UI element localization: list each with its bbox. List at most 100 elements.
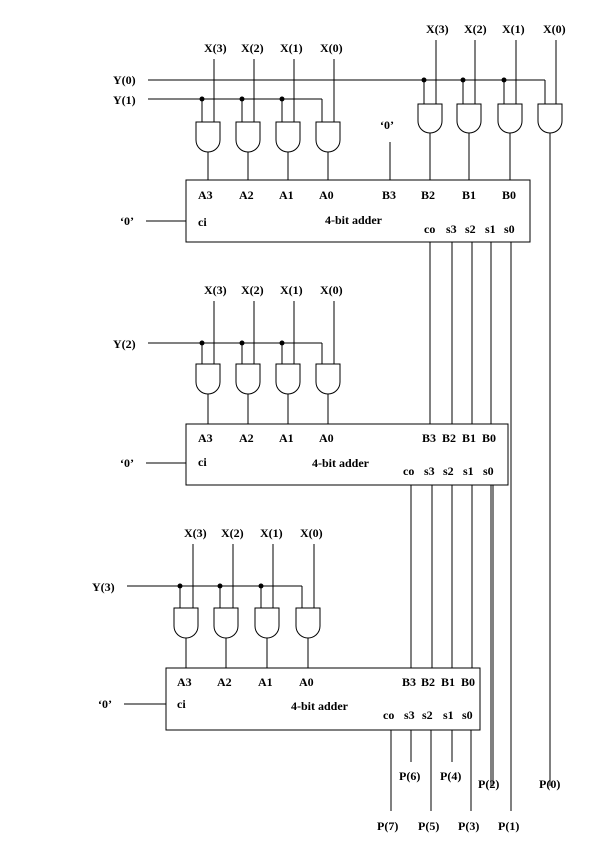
x1-label: X(1) — [260, 526, 283, 540]
p4-label: P(4) — [440, 769, 461, 783]
x0-label: X(0) — [300, 526, 323, 540]
a2-label: A2 — [239, 188, 254, 202]
and-gate — [275, 121, 301, 180]
x0-label: X(0) — [320, 41, 343, 55]
x-wires-stage2 — [213, 301, 335, 364]
and-gate — [315, 363, 341, 424]
a2-label: A2 — [217, 675, 232, 689]
and-gate — [235, 121, 261, 180]
adder-title: 4-bit adder — [291, 699, 349, 713]
adder-3-outputs — [390, 730, 472, 811]
adder-1: A3 A2 A1 A0 B3 B2 B1 B0 ci 4-bit adder c… — [185, 179, 531, 243]
a0-label: A0 — [319, 188, 334, 202]
y3-label: Y(3) — [92, 580, 115, 594]
y2-label: Y(2) — [113, 337, 136, 351]
x-wires-right — [435, 40, 557, 104]
adder-title: 4-bit adder — [325, 213, 383, 227]
y1-label: Y(1) — [113, 93, 136, 107]
x3-label: X(3) — [426, 22, 449, 36]
x2-label: X(2) — [464, 22, 487, 36]
ci-label: ci — [198, 455, 207, 469]
a3-label: A3 — [198, 188, 213, 202]
x3-label: X(3) — [204, 283, 227, 297]
y0-wire — [148, 77, 546, 104]
a3-label: A3 — [198, 431, 213, 445]
p0-label: P(0) — [539, 777, 560, 791]
s3-label: s3 — [424, 464, 435, 478]
adder-1-outputs — [429, 242, 512, 811]
adder-2-outputs — [410, 485, 473, 668]
and-gate — [173, 607, 199, 668]
a1-label: A1 — [279, 431, 294, 445]
co-label: co — [424, 222, 435, 236]
s3-label: s3 — [404, 708, 415, 722]
x1-label: X(1) — [502, 22, 525, 36]
adder-title: 4-bit adder — [312, 456, 370, 470]
b3-label: B3 — [382, 188, 396, 202]
and-gate — [315, 121, 341, 180]
b1-label: B1 — [441, 675, 455, 689]
adder-3: A3 A2 A1 A0 B3 B2 B1 B0 ci 4-bit adder c… — [165, 667, 481, 731]
s2-label: s2 — [443, 464, 454, 478]
x-wires-left — [213, 59, 335, 122]
x2-label: X(2) — [221, 526, 244, 540]
b0-label: B0 — [482, 431, 496, 445]
p7-label: P(7) — [377, 819, 398, 833]
and-gate — [235, 363, 261, 424]
x2-label: X(2) — [241, 41, 264, 55]
and-gate — [537, 103, 563, 786]
b0-label: B0 — [502, 188, 516, 202]
p3-label: P(3) — [458, 819, 479, 833]
b0-label: B0 — [461, 675, 475, 689]
adder-2: A3 A2 A1 A0 B3 B2 B1 B0 ci 4-bit adder c… — [185, 423, 509, 486]
s2-label: s2 — [422, 708, 433, 722]
and-gate — [195, 121, 221, 180]
zero-label: ‘0’ — [120, 214, 134, 228]
and-gate — [275, 363, 301, 424]
a1-label: A1 — [279, 188, 294, 202]
ci-label: ci — [198, 215, 207, 229]
p6-label: P(6) — [399, 769, 420, 783]
s0-label: s0 — [462, 708, 473, 722]
zero-label: ‘0’ — [98, 697, 112, 711]
a3-label: A3 — [177, 675, 192, 689]
x3-label: X(3) — [204, 41, 227, 55]
and-gate — [295, 607, 321, 668]
s3-label: s3 — [446, 222, 457, 236]
y3-wire — [127, 583, 303, 608]
and-gate — [417, 103, 443, 180]
a0-label: A0 — [299, 675, 314, 689]
s1-label: s1 — [443, 708, 454, 722]
x1-label: X(1) — [280, 41, 303, 55]
x2-label: X(2) — [241, 283, 264, 297]
zero-label: ‘0’ — [120, 456, 134, 470]
and-gate — [456, 103, 482, 180]
b2-label: B2 — [421, 675, 435, 689]
b3-label: B3 — [402, 675, 416, 689]
x0-label: X(0) — [320, 283, 343, 297]
b1-label: B1 — [462, 188, 476, 202]
s0-label: s0 — [483, 464, 494, 478]
b1-label: B1 — [462, 431, 476, 445]
and-gate — [254, 607, 280, 668]
x1-label: X(1) — [280, 283, 303, 297]
s1-label: s1 — [485, 222, 496, 236]
and-gate — [195, 363, 221, 424]
and-gate — [213, 607, 239, 668]
a2-label: A2 — [239, 431, 254, 445]
b2-label: B2 — [421, 188, 435, 202]
x-wires-stage3 — [192, 544, 315, 608]
p1-label: P(1) — [498, 819, 519, 833]
s0-label: s0 — [504, 222, 515, 236]
and-gate — [497, 103, 523, 180]
y2-wire — [148, 340, 323, 364]
x3-label: X(3) — [184, 526, 207, 540]
co-label: co — [383, 708, 394, 722]
p2-label: P(2) — [478, 777, 499, 791]
zero-label: ‘0’ — [380, 118, 394, 132]
s1-label: s1 — [463, 464, 474, 478]
ci-label: ci — [177, 697, 186, 711]
b2-label: B2 — [442, 431, 456, 445]
